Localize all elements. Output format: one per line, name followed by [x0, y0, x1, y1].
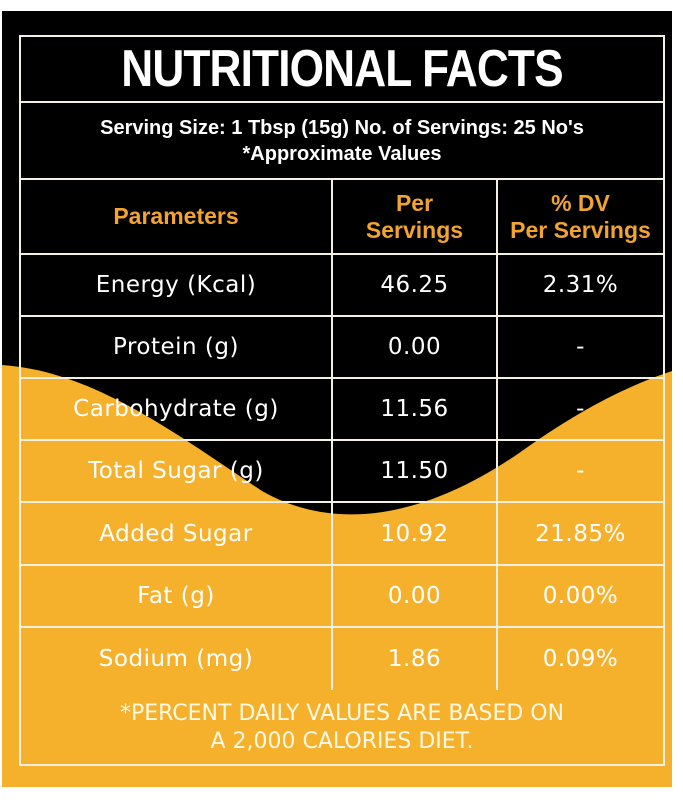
table-row: Protein (g) 0.00 -: [21, 317, 663, 379]
parameter-cell: Protein (g): [21, 317, 333, 377]
title-row: NUTRITIONAL FACTS: [21, 37, 663, 103]
header-dv-line1: % DV: [551, 189, 610, 216]
header-per-line1: Per: [395, 189, 434, 216]
header-row: Parameters Per Servings % DV Per Serving…: [21, 180, 663, 255]
dv-cell: 21.85%: [535, 520, 626, 547]
footnote-line2: A 2,000 CALORIES DIET.: [210, 729, 474, 754]
serving-size: Serving Size: 1 Tbsp (15g) No. of Servin…: [100, 116, 584, 139]
dv-cell: 2.31%: [542, 272, 619, 298]
table-row: Total Sugar (g) 11.50 -: [21, 441, 663, 503]
per-serving-cell: 10.92: [333, 503, 498, 564]
parameter-cell: Energy (Kcal): [21, 255, 333, 315]
per-serving-cell: 1.86: [333, 628, 498, 690]
table-row: Energy (Kcal) 46.25 2.31%: [21, 255, 663, 317]
dv-cell: -: [576, 458, 585, 484]
parameter-cell: Carbohydrate (g): [21, 379, 333, 439]
parameter-cell: Added Sugar: [21, 503, 333, 564]
parameter-cell: Fat (g): [21, 566, 333, 626]
dv-cell: -: [576, 334, 585, 360]
table-row: Added Sugar 10.92 21.85%: [21, 503, 663, 566]
table-row: Carbohydrate (g) 11.56 -: [21, 379, 663, 441]
nutrition-table: NUTRITIONAL FACTS Serving Size: 1 Tbsp (…: [19, 35, 665, 766]
parameter-cell: Sodium (mg): [21, 628, 333, 690]
footnote-line1: *PERCENT DAILY VALUES ARE BASED ON: [119, 701, 565, 726]
per-serving-cell: 11.56: [333, 379, 498, 439]
header-dv-line2: Per Servings: [510, 216, 651, 243]
page-title: NUTRITIONAL FACTS: [121, 40, 563, 98]
serving-row: Serving Size: 1 Tbsp (15g) No. of Servin…: [21, 103, 663, 180]
nutrition-facts-card: NUTRITIONAL FACTS Serving Size: 1 Tbsp (…: [2, 11, 672, 787]
dv-cell: 0.00%: [542, 583, 619, 609]
table-row: Sodium (mg) 1.86 0.09%: [21, 628, 663, 690]
header-parameters: Parameters: [21, 180, 333, 253]
header-per-servings: Per Servings: [333, 180, 498, 253]
per-serving-cell: 11.50: [333, 441, 498, 501]
table-row: Fat (g) 0.00 0.00%: [21, 566, 663, 628]
per-serving-cell: 0.00: [333, 317, 498, 377]
per-serving-cell: 46.25: [333, 255, 498, 315]
header-per-line2: Servings: [365, 216, 464, 243]
per-serving-cell: 0.00: [333, 566, 498, 626]
dv-cell: -: [576, 396, 585, 422]
header-dv: % DV Per Servings: [498, 180, 663, 253]
dv-cell: 0.09%: [542, 646, 619, 672]
footnote-row: *PERCENT DAILY VALUES ARE BASED ON A 2,0…: [21, 690, 663, 766]
approx-note: *Approximate Values: [242, 142, 442, 165]
parameter-cell: Total Sugar (g): [21, 441, 333, 501]
wave-background: [2, 365, 672, 787]
